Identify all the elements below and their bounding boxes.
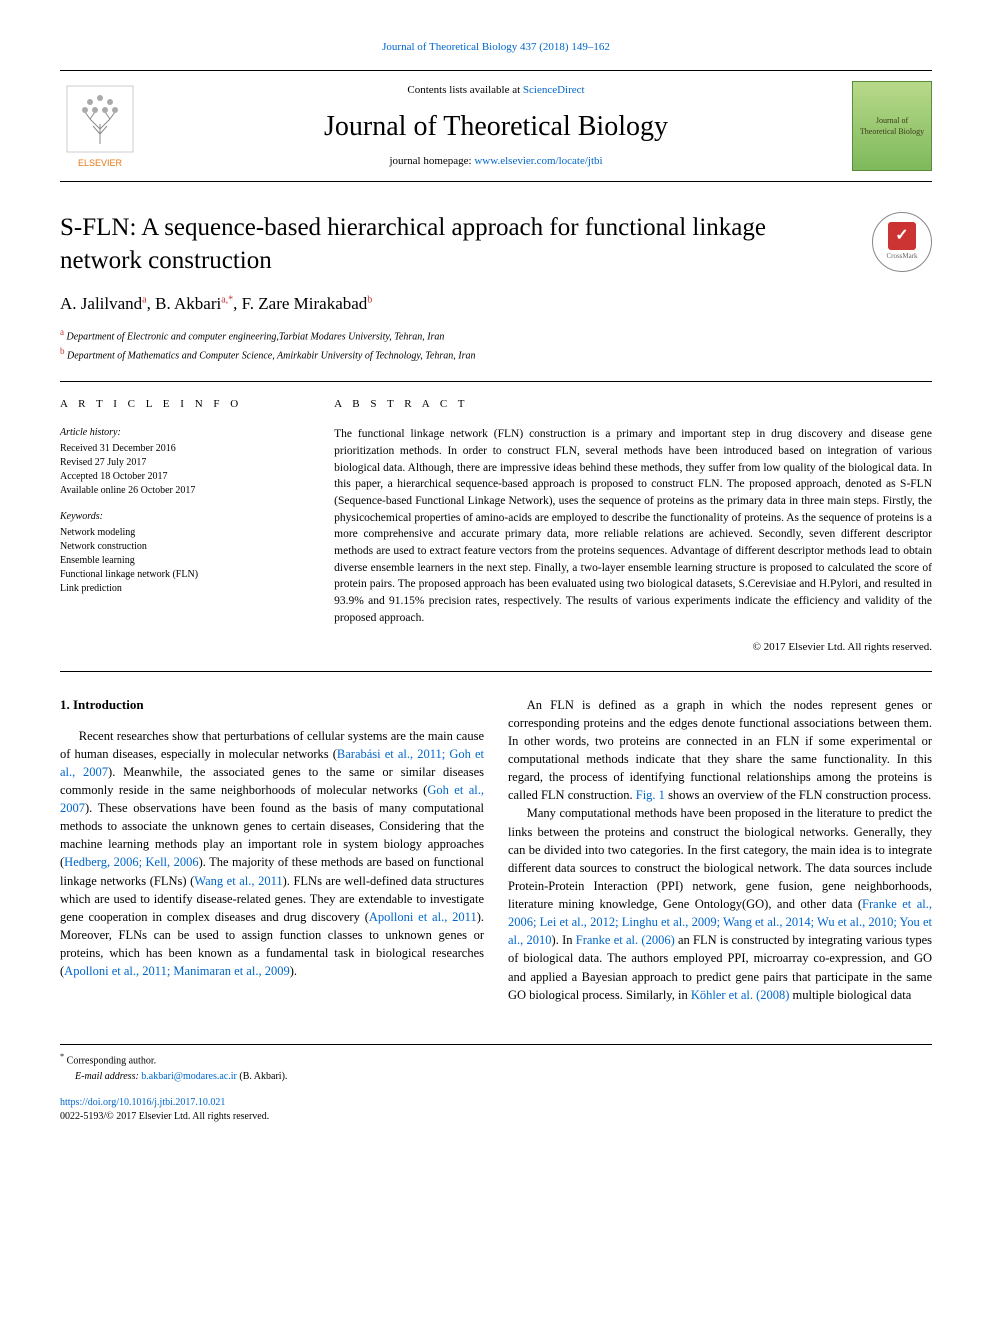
citation-link[interactable]: Wang et al., 2011	[194, 874, 282, 888]
text-run: multiple biological data	[789, 988, 911, 1002]
history-accepted: Accepted 18 October 2017	[60, 470, 304, 484]
citation-link[interactable]: Franke et al. (2006)	[576, 933, 675, 947]
title-row: S-FLN: A sequence-based hierarchical app…	[60, 212, 932, 277]
text-run: shows an overview of the FLN constructio…	[665, 788, 931, 802]
text-run: ).	[290, 964, 297, 978]
masthead: ELSEVIER Contents lists available at Sci…	[60, 70, 932, 182]
divider-bottom	[60, 671, 932, 672]
header-citation-link[interactable]: Journal of Theoretical Biology 437 (2018…	[382, 41, 610, 53]
corresponding-author-note: * Corresponding author.	[60, 1051, 932, 1068]
article-history-block: Article history: Received 31 December 20…	[60, 426, 304, 498]
figure-link[interactable]: Fig. 1	[636, 788, 665, 802]
sciencedirect-link[interactable]: ScienceDirect	[523, 84, 585, 96]
header-citation: Journal of Theoretical Biology 437 (2018…	[60, 40, 932, 55]
issn-copyright-line: 0022-5193/© 2017 Elsevier Ltd. All right…	[60, 1110, 932, 1124]
affiliation-a-text: Department of Electronic and computer en…	[67, 332, 445, 343]
history-label: Article history:	[60, 426, 304, 440]
citation-link[interactable]: Köhler et al. (2008)	[691, 988, 790, 1002]
article-info-column: A R T I C L E I N F O Article history: R…	[60, 397, 304, 656]
journal-cover-text: Journal of Theoretical Biology	[857, 115, 927, 137]
page-footer: * Corresponding author. E-mail address: …	[60, 1044, 932, 1124]
intro-paragraph-1: Recent researches show that perturbation…	[60, 727, 484, 981]
author-2-corr[interactable]: *	[228, 295, 233, 306]
affiliation-a: a Department of Electronic and computer …	[60, 326, 932, 344]
keyword-1: Network construction	[60, 540, 304, 554]
keyword-0: Network modeling	[60, 526, 304, 540]
author-3: F. Zare Mirakabad	[242, 294, 368, 313]
keyword-3: Functional linkage network (FLN)	[60, 568, 304, 582]
crossmark-badge[interactable]: ✓ CrossMark	[872, 212, 932, 272]
corr-symbol: *	[60, 1052, 64, 1061]
abstract-copyright: © 2017 Elsevier Ltd. All rights reserved…	[334, 640, 932, 655]
doi-line: https://doi.org/10.1016/j.jtbi.2017.10.0…	[60, 1096, 932, 1110]
masthead-center: Contents lists available at ScienceDirec…	[140, 83, 852, 169]
keyword-2: Ensemble learning	[60, 554, 304, 568]
body-column-left: 1. Introduction Recent researches show t…	[60, 696, 484, 1004]
crossmark-icon: ✓	[888, 222, 916, 250]
intro-paragraph-2: An FLN is defined as a graph in which th…	[508, 696, 932, 805]
citation-link[interactable]: Apolloni et al., 2011	[369, 910, 477, 924]
history-received: Received 31 December 2016	[60, 442, 304, 456]
text-run: ). Meanwhile, the associated genes to th…	[60, 765, 484, 797]
body-two-column: 1. Introduction Recent researches show t…	[60, 696, 932, 1004]
keyword-4: Link prediction	[60, 582, 304, 596]
author-2: B. Akbari	[155, 294, 221, 313]
history-revised: Revised 27 July 2017	[60, 456, 304, 470]
abstract-text: The functional linkage network (FLN) con…	[334, 426, 932, 626]
email-line: E-mail address: b.akbari@modares.ac.ir (…	[60, 1070, 932, 1084]
history-online: Available online 26 October 2017	[60, 484, 304, 498]
email-link[interactable]: b.akbari@modares.ac.ir	[141, 1071, 237, 1082]
affiliations: a Department of Electronic and computer …	[60, 326, 932, 363]
keywords-label: Keywords:	[60, 510, 304, 524]
abstract-heading: A B S T R A C T	[334, 397, 932, 412]
affiliation-b-text: Department of Mathematics and Computer S…	[67, 350, 475, 361]
homepage-link[interactable]: www.elsevier.com/locate/jtbi	[474, 155, 602, 167]
author-1-aff[interactable]: a	[142, 295, 146, 306]
text-run: Many computational methods have been pro…	[508, 806, 932, 911]
divider-top	[60, 381, 932, 382]
homepage-line: journal homepage: www.elsevier.com/locat…	[140, 154, 852, 169]
abstract-column: A B S T R A C T The functional linkage n…	[334, 397, 932, 656]
article-title: S-FLN: A sequence-based hierarchical app…	[60, 212, 872, 277]
section-1-heading: 1. Introduction	[60, 696, 484, 715]
keywords-block: Keywords: Network modeling Network const…	[60, 510, 304, 596]
elsevier-logo-text: ELSEVIER	[78, 158, 123, 168]
journal-cover-thumbnail: Journal of Theoretical Biology	[852, 81, 932, 171]
corr-text: Corresponding author.	[67, 1055, 156, 1066]
citation-link[interactable]: Hedberg, 2006; Kell, 2006	[64, 855, 198, 869]
affiliation-b: b Department of Mathematics and Computer…	[60, 345, 932, 363]
body-column-right: An FLN is defined as a graph in which th…	[508, 696, 932, 1004]
citation-link[interactable]: Apolloni et al., 2011; Manimaran et al.,…	[64, 964, 290, 978]
author-3-aff[interactable]: b	[367, 295, 372, 306]
text-run: An FLN is defined as a graph in which th…	[508, 698, 932, 803]
elsevier-logo: ELSEVIER	[60, 81, 140, 171]
authors-line: A. Jalilvanda, B. Akbaria,*, F. Zare Mir…	[60, 292, 932, 316]
doi-link[interactable]: https://doi.org/10.1016/j.jtbi.2017.10.0…	[60, 1097, 225, 1108]
email-label: E-mail address:	[75, 1071, 141, 1082]
author-1: A. Jalilvand	[60, 294, 142, 313]
crossmark-label: CrossMark	[886, 252, 917, 262]
intro-paragraph-3: Many computational methods have been pro…	[508, 804, 932, 1003]
contents-prefix: Contents lists available at	[407, 84, 522, 96]
contents-line: Contents lists available at ScienceDirec…	[140, 83, 852, 98]
journal-name: Journal of Theoretical Biology	[140, 107, 852, 146]
text-run: ). In	[552, 933, 576, 947]
homepage-prefix: journal homepage:	[389, 155, 474, 167]
email-who: (B. Akbari).	[237, 1071, 288, 1082]
article-info-heading: A R T I C L E I N F O	[60, 397, 304, 412]
info-abstract-row: A R T I C L E I N F O Article history: R…	[60, 397, 932, 656]
